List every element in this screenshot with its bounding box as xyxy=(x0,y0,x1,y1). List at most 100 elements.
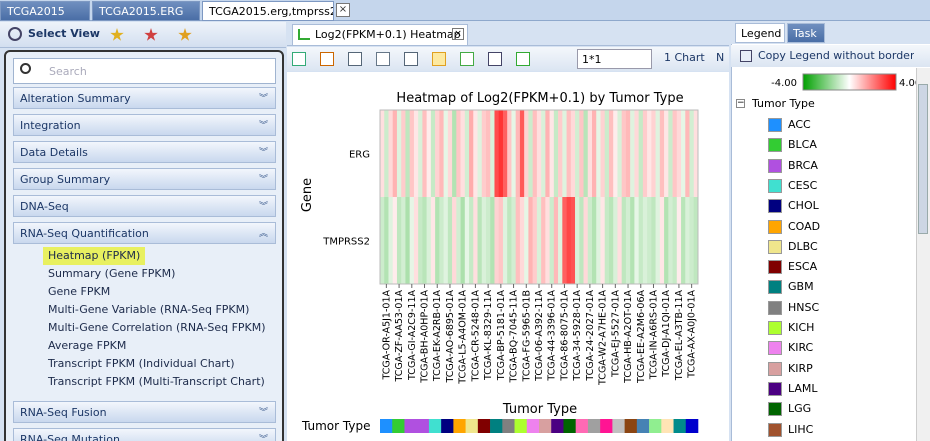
legend-swatch xyxy=(768,118,782,132)
legend-item-label: KIRC xyxy=(788,341,814,355)
heat-cell xyxy=(655,197,661,284)
heat-cell xyxy=(596,197,601,284)
heat-cell xyxy=(409,110,415,197)
menu-item[interactable]: Average FPKM xyxy=(48,339,127,352)
heat-cell xyxy=(545,197,550,284)
chart-count[interactable]: 1 Chart xyxy=(664,51,705,64)
menu-item[interactable]: Transcript FPKM (Multi-Transcript Chart) xyxy=(48,375,265,388)
section-header[interactable]: RNA-Seq Quantification xyxy=(13,222,276,244)
toolbar-button[interactable] xyxy=(320,52,334,66)
heat-cell xyxy=(460,197,466,284)
toolbar-button[interactable] xyxy=(516,52,530,66)
heat-cell xyxy=(558,197,563,284)
scroll-thumb[interactable] xyxy=(918,84,928,234)
select-view-button[interactable]: Select View xyxy=(28,27,100,40)
heat-cell xyxy=(456,197,461,284)
heat-cell xyxy=(413,197,419,284)
center-tab[interactable]: Log2(FPKM+0.1) Heatmap xyxy=(292,24,468,46)
annotation-segment xyxy=(587,419,601,433)
section-header[interactable]: Integration xyxy=(13,114,276,136)
heat-cell xyxy=(426,197,432,284)
toolbar-button[interactable] xyxy=(460,52,474,66)
x-tick-label: TCGA-EL-A3TB-11A xyxy=(674,290,685,382)
heat-cell xyxy=(413,110,419,197)
heat-cell xyxy=(638,197,644,284)
heat-cell xyxy=(659,110,665,197)
heat-cell xyxy=(651,110,656,197)
heat-cell xyxy=(562,110,567,197)
menu-item[interactable]: Transcript FPKM (Individual Chart) xyxy=(48,357,235,370)
select-view-icon xyxy=(8,27,22,41)
search-icon xyxy=(20,63,31,74)
menu-item[interactable]: Heatmap (FPKM) xyxy=(43,247,146,265)
heat-cell xyxy=(409,197,415,284)
section-header[interactable]: DNA-Seq xyxy=(13,195,276,217)
panel-tab[interactable]: Task xyxy=(787,23,825,43)
x-tick-label: TCGA-AX-A0J0-01A xyxy=(687,290,698,379)
heat-cell xyxy=(676,110,682,197)
toolbar-button[interactable] xyxy=(488,52,502,66)
panel-tab[interactable]: Legend xyxy=(735,23,785,43)
tab-close[interactable]: × xyxy=(452,28,464,40)
section-header[interactable]: Data Details xyxy=(13,141,276,163)
annotation-segment xyxy=(673,419,687,433)
toolbar-button[interactable] xyxy=(404,52,418,66)
legend-panel xyxy=(731,22,930,441)
heat-cell xyxy=(681,110,686,197)
section-header[interactable]: Group Summary xyxy=(13,168,276,190)
annotation-segment xyxy=(465,419,479,433)
search-box[interactable]: Search xyxy=(13,58,276,84)
heat-cell xyxy=(396,197,402,284)
heat-cell xyxy=(689,110,695,197)
heat-cell xyxy=(608,110,614,197)
toolbar-button[interactable] xyxy=(292,52,306,66)
chevron: ︾ xyxy=(259,148,269,157)
legend-swatch xyxy=(768,199,782,214)
heat-cell xyxy=(583,110,589,197)
layout-select[interactable]: 1*1 xyxy=(577,49,652,69)
legend-swatch xyxy=(768,381,782,396)
tree-toggle[interactable]: − xyxy=(736,99,745,108)
heat-cell xyxy=(464,197,470,284)
menu-item[interactable]: Gene FPKM xyxy=(48,285,111,298)
legend-item-label: KICH xyxy=(788,321,815,334)
document-tab[interactable]: TCGA2015 xyxy=(0,1,90,21)
copy-legend-button[interactable]: Copy Legend without border xyxy=(758,49,915,62)
heat-cell xyxy=(608,197,614,284)
section-header[interactable]: Alteration Summary xyxy=(13,87,276,109)
heat-cell xyxy=(600,197,606,284)
legend-swatch xyxy=(768,239,782,254)
document-tab[interactable]: TCGA2015.ERG xyxy=(92,1,200,21)
heat-cell xyxy=(380,110,385,197)
menu-item[interactable]: Summary (Gene FPKM) xyxy=(48,267,176,280)
heat-cell xyxy=(668,197,673,284)
toolbar-button[interactable] xyxy=(432,52,446,66)
heat-cell xyxy=(642,110,648,197)
heat-cell xyxy=(422,197,427,284)
x-tick-label: TCGA-KL-8329-11A xyxy=(483,290,494,381)
menu-item[interactable]: Multi-Gene Correlation (RNA-Seq FPKM) xyxy=(48,321,266,334)
heat-cell xyxy=(464,110,470,197)
heat-cell xyxy=(630,110,635,197)
menu-item[interactable]: Multi-Gene Variable (RNA-Seq FPKM) xyxy=(48,303,250,316)
toolbar-button[interactable] xyxy=(376,52,390,66)
section-header[interactable]: RNA-Seq Fusion xyxy=(13,401,276,423)
annotation-segment xyxy=(649,419,662,433)
heat-cell xyxy=(541,197,546,284)
heat-cell xyxy=(519,110,525,197)
document-tab[interactable]: TCGA2015.erg,tmprss2 xyxy=(202,1,334,21)
heat-cell xyxy=(460,110,466,197)
color-bar xyxy=(802,73,897,91)
heat-cell xyxy=(469,197,474,284)
section-header[interactable]: RNA-Seq Mutation xyxy=(13,428,276,441)
heat-cell xyxy=(524,110,529,197)
x-tick-label: TCGA-DJ-A1QI-01A xyxy=(661,290,672,378)
toolbar-button[interactable] xyxy=(348,52,362,66)
truncated-button[interactable]: N xyxy=(716,51,725,64)
chevron: ︾ xyxy=(259,435,269,441)
heat-cell xyxy=(515,110,521,197)
heat-cell xyxy=(486,110,491,197)
heat-cell xyxy=(693,110,699,197)
legend-item-label: BLCA xyxy=(788,138,817,152)
close-tab-button[interactable]: × xyxy=(336,3,350,17)
